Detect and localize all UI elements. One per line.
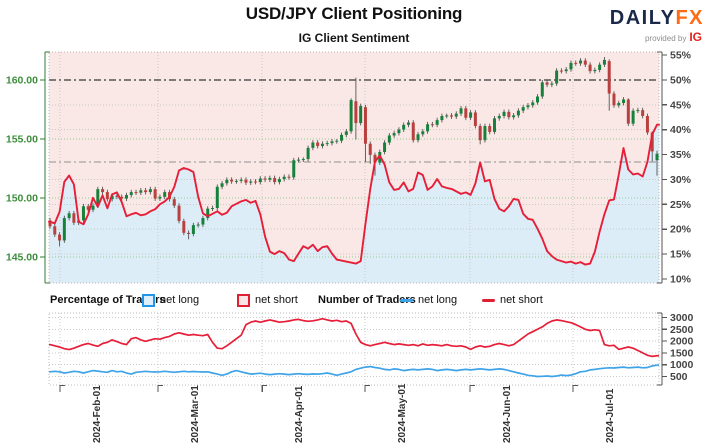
svg-text:50%: 50% [670, 74, 692, 86]
legend-num-title: Number of Traders [318, 294, 416, 306]
net-short-line-swatch [482, 298, 495, 302]
svg-text:55%: 55% [670, 50, 692, 62]
logo-provided-by: provided by IG [644, 30, 702, 44]
date-label: 2024-Mar-01 [190, 385, 201, 443]
svg-text:2000: 2000 [670, 336, 694, 348]
price-axis-left: 145.00 150.00 155.00 160.00 [6, 51, 50, 284]
page-title: USD/JPY Client Positioning [245, 4, 463, 23]
net-short-square-swatch [237, 293, 250, 307]
net-short-pct-line [48, 123, 660, 266]
net-long-square-swatch [142, 293, 155, 307]
svg-text:1000: 1000 [670, 359, 694, 371]
svg-text:35%: 35% [670, 149, 692, 161]
svg-text:155.00: 155.00 [6, 134, 38, 146]
svg-text:10%: 10% [670, 274, 692, 286]
date-label: 2024-May-01 [397, 383, 408, 443]
legend-num-net-long: net long [400, 291, 457, 309]
date-label: 2024-Apr-01 [294, 385, 305, 443]
date-label: 2024-Jun-01 [502, 385, 513, 443]
logo-daily-text: DAILY [609, 7, 676, 29]
svg-text:15%: 15% [670, 249, 692, 261]
net-long-count-line [48, 364, 660, 378]
svg-text:45%: 45% [670, 99, 692, 111]
number-of-traders-chart [48, 312, 660, 386]
net-short-count-line [48, 317, 660, 358]
dailyfx-wordmark: DAILYFX [610, 8, 704, 28]
net-long-area-fill [49, 124, 659, 283]
svg-text:145.00: 145.00 [6, 252, 38, 264]
chart-subtitle: IG Client Sentiment [298, 31, 410, 45]
svg-text:150.00: 150.00 [6, 193, 38, 205]
main-gridlines [49, 52, 659, 283]
logo-fx-text: FX [675, 7, 704, 29]
legend-num-net-short: net short [482, 291, 543, 309]
svg-text:500: 500 [670, 371, 688, 383]
dailyfx-logo: DAILYFX provided by IG [610, 8, 704, 43]
ig-logo: IG [689, 30, 702, 44]
svg-text:40%: 40% [670, 124, 692, 136]
legend-pct-title: Percentage of Traders [50, 294, 166, 306]
date-label: 2024-Jul-01 [605, 388, 616, 443]
legend-pct-net-short: net short [237, 291, 298, 309]
svg-text:3000: 3000 [670, 312, 694, 324]
usdjpy-candles [48, 56, 659, 247]
legend-pct-net-long: net long [142, 291, 199, 309]
svg-text:25%: 25% [670, 199, 692, 211]
main-sentiment-price-chart [48, 51, 660, 284]
svg-text:30%: 30% [670, 174, 692, 186]
net-long-line-swatch [400, 298, 413, 302]
bottom-gridlines [49, 313, 659, 385]
svg-text:2500: 2500 [670, 324, 694, 336]
pct-axis-right: 10% 15% 20% 25% 30% 35% 40% 45% 50% 55% [657, 50, 692, 286]
svg-text:1500: 1500 [670, 347, 694, 359]
date-axis: 2024-Feb-01 2024-Mar-01 2024-Apr-01 2024-Ma… [59, 383, 616, 443]
chart-legend: Percentage of Traders net long net short… [48, 291, 660, 309]
svg-text:160.00: 160.00 [6, 75, 38, 87]
date-label: 2024-Feb-01 [92, 385, 103, 443]
svg-text:20%: 20% [670, 224, 692, 236]
